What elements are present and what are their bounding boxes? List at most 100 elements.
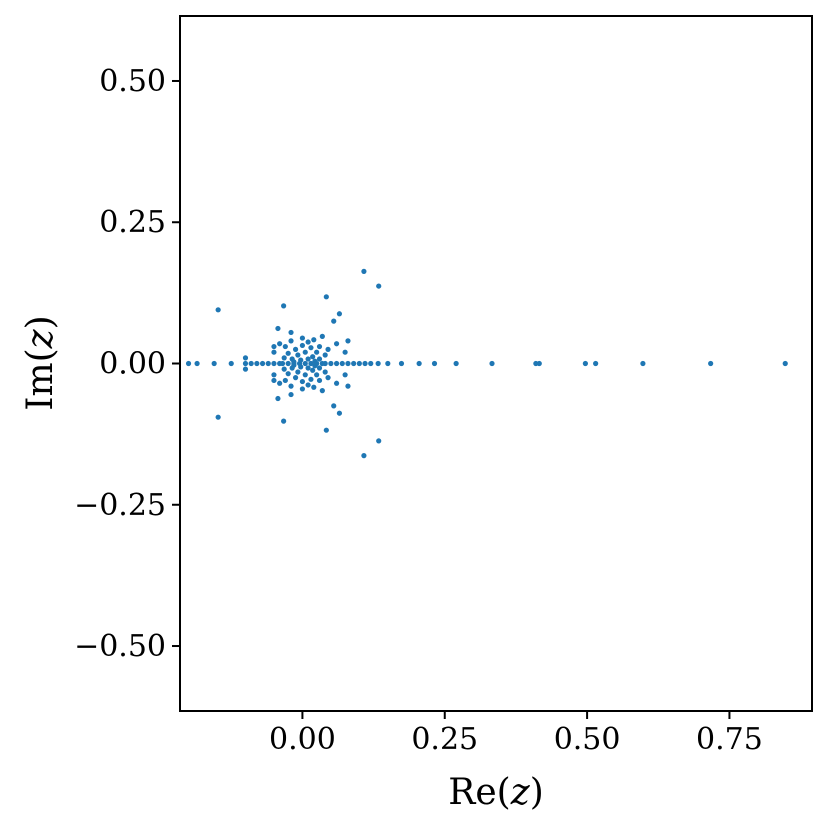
data-point — [296, 360, 303, 367]
data-point — [333, 360, 340, 367]
data-point — [708, 360, 714, 367]
data-point — [194, 360, 200, 367]
x-tick-label: 0.25 — [411, 722, 478, 757]
data-point — [281, 366, 287, 372]
data-point — [282, 377, 288, 384]
y-tick-label: −0.50 — [74, 629, 166, 664]
data-point — [314, 372, 320, 378]
data-point — [640, 360, 646, 367]
data-point — [316, 343, 323, 350]
data-point — [431, 360, 438, 367]
data-point — [285, 371, 291, 377]
data-point — [416, 360, 422, 367]
data-point — [281, 418, 287, 424]
data-point — [279, 360, 286, 367]
data-point — [295, 369, 301, 375]
data-point — [211, 360, 217, 367]
data-point — [310, 354, 316, 360]
data-point — [291, 360, 297, 367]
data-point — [314, 349, 320, 355]
data-point — [277, 341, 283, 347]
data-point — [305, 382, 311, 388]
data-point — [185, 360, 192, 367]
data-point — [271, 377, 277, 384]
x-tick-label: 0.00 — [269, 722, 336, 757]
data-point — [271, 360, 277, 367]
y-axis-label: Im(z) — [20, 315, 61, 410]
data-point — [215, 414, 221, 420]
data-point — [342, 372, 348, 378]
data-point — [368, 360, 374, 367]
x-axis-label: Re(z) — [448, 772, 543, 813]
data-point — [782, 360, 788, 367]
data-point — [228, 360, 234, 367]
data-point — [271, 372, 277, 378]
data-point — [319, 333, 325, 339]
data-point — [277, 380, 283, 386]
data-point — [311, 384, 317, 390]
data-point — [385, 360, 391, 367]
x-axis-ticks: 0.00 0.25 0.50 0.75 — [269, 711, 763, 757]
scatter-points — [185, 268, 788, 459]
data-point — [328, 360, 334, 367]
data-point — [322, 369, 328, 375]
data-point — [215, 307, 221, 313]
data-point — [376, 438, 382, 444]
data-point — [305, 356, 311, 362]
data-point — [302, 349, 308, 355]
data-point — [308, 376, 314, 382]
data-point — [331, 318, 337, 324]
y-tick-label: 0.50 — [99, 64, 166, 99]
data-point — [311, 337, 317, 343]
data-point — [316, 377, 323, 384]
data-point — [356, 360, 362, 367]
y-tick-label: 0.25 — [99, 205, 166, 240]
data-point — [339, 360, 345, 367]
data-point — [361, 453, 367, 459]
data-point — [398, 360, 405, 367]
y-tick-label: −0.25 — [74, 488, 166, 523]
data-point — [271, 343, 277, 350]
data-point — [242, 366, 249, 372]
data-point — [308, 345, 314, 351]
data-point — [302, 360, 308, 367]
x-tick-label: 0.50 — [554, 722, 621, 757]
data-point — [593, 360, 599, 367]
data-point — [322, 352, 328, 358]
data-point — [265, 360, 271, 367]
data-point — [288, 383, 294, 389]
data-point — [288, 338, 294, 344]
data-point — [275, 325, 281, 332]
data-point — [292, 346, 299, 352]
data-point — [533, 360, 539, 367]
data-point — [305, 339, 311, 345]
data-point — [319, 360, 325, 367]
data-point — [302, 372, 308, 378]
data-point — [299, 335, 306, 341]
data-point — [242, 355, 249, 361]
data-point — [259, 360, 266, 367]
data-point — [342, 349, 348, 355]
data-point — [333, 380, 340, 386]
y-tick-label: 0.00 — [99, 347, 166, 382]
data-point — [336, 311, 343, 317]
data-point — [316, 356, 323, 362]
data-point — [282, 343, 288, 350]
data-point — [299, 386, 306, 392]
data-point — [376, 283, 382, 289]
data-point — [325, 375, 331, 381]
data-point — [314, 360, 320, 367]
data-point — [325, 346, 331, 352]
data-point — [351, 360, 357, 367]
data-point — [275, 395, 281, 402]
data-point — [292, 375, 299, 381]
data-point — [285, 360, 291, 367]
data-point — [242, 360, 249, 367]
data-point — [316, 365, 323, 371]
data-point — [310, 367, 316, 373]
data-point — [305, 365, 311, 371]
data-point — [319, 388, 325, 394]
data-point — [345, 338, 351, 344]
